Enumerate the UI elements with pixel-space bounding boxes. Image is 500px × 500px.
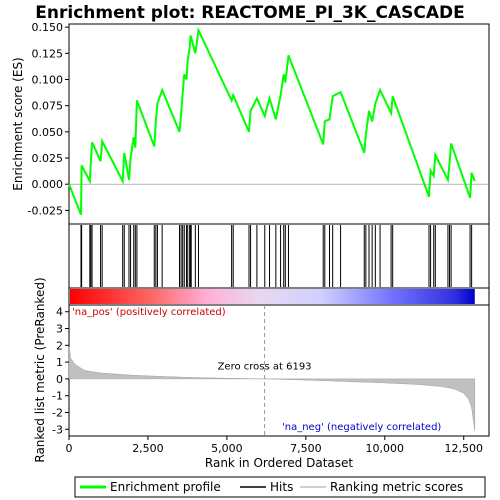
es-y-tick-label: 0.125: [32, 47, 64, 60]
hit-markers: [80, 225, 473, 287]
es-y-tick-label: 0.050: [32, 126, 64, 139]
metric-y-tick-label: 4: [56, 306, 63, 319]
metric-panel: Zero cross at 6193 'na_pos' (positively …: [33, 277, 490, 470]
metric-y-axis: -3 -2 -1 0 1 2 3 4: [52, 306, 69, 436]
enrichment-profile-line: [68, 26, 476, 215]
x-tick-label: 10,000: [366, 442, 405, 455]
negative-correlation-label: 'na_neg' (negatively correlated): [282, 422, 441, 433]
metric-y-tick-label: 1: [56, 356, 63, 369]
metric-y-label: Ranked list metric (PreRanked): [33, 277, 47, 462]
metric-y-tick-label: 2: [56, 339, 63, 352]
zero-cross-label: Zero cross at 6193: [218, 362, 312, 373]
es-y-tick-label: 0.100: [32, 73, 64, 86]
x-tick-label: 5,000: [211, 442, 243, 455]
es-y-tick-label: 0.000: [32, 178, 64, 191]
metric-y-tick-label: -2: [52, 406, 63, 419]
metric-panel-frame: [68, 304, 490, 437]
legend: Enrichment profile Hits Ranking metric s…: [74, 476, 486, 498]
metric-y-tick-label: -3: [52, 423, 63, 436]
es-y-tick-label: 0.025: [32, 152, 64, 165]
es-y-tick-label: 0.150: [32, 21, 64, 34]
x-tick-label: 2,500: [132, 442, 164, 455]
x-tick-label: 7,500: [290, 442, 322, 455]
positive-correlation-label: 'na_pos' (positively correlated): [72, 307, 226, 318]
legend-label-enrichment: Enrichment profile: [110, 480, 221, 494]
es-y-axis: -0.025 0.000 0.025 0.050 0.075 0.100 0.125 0.15…: [28, 21, 69, 217]
x-tick-label: 12,500: [444, 442, 483, 455]
metric-x-axis: 0 2,500 5,000 7,500 10,000 12,500: [66, 436, 483, 455]
x-axis-label: Rank in Ordered Dataset: [205, 456, 353, 470]
hits-panel-frame: [68, 223, 490, 289]
es-panel-frame: [68, 23, 490, 225]
es-panel: -0.025 0.000 0.025 0.050 0.075 0.100 0.125 0.15…: [11, 21, 490, 225]
legend-frame: [74, 476, 486, 498]
ranking-metric-area: [68, 346, 476, 432]
x-tick-label: 0: [66, 442, 73, 455]
metric-y-tick-label: 3: [56, 323, 63, 336]
metric-y-tick-label: -1: [52, 390, 63, 403]
chart-title: Enrichment plot: REACTOME_PI_3K_CASCADE: [35, 3, 464, 23]
legend-label-ranking: Ranking metric scores: [330, 480, 463, 494]
es-y-tick-label: 0.075: [32, 100, 64, 113]
legend-label-hits: Hits: [270, 480, 293, 494]
es-y-tick-label: -0.025: [28, 204, 63, 217]
metric-y-tick-label: 0: [56, 373, 63, 386]
hits-panel: [68, 223, 490, 289]
rank-color-bar: [70, 289, 475, 304]
es-y-label: Enrichment score (ES): [11, 57, 25, 190]
